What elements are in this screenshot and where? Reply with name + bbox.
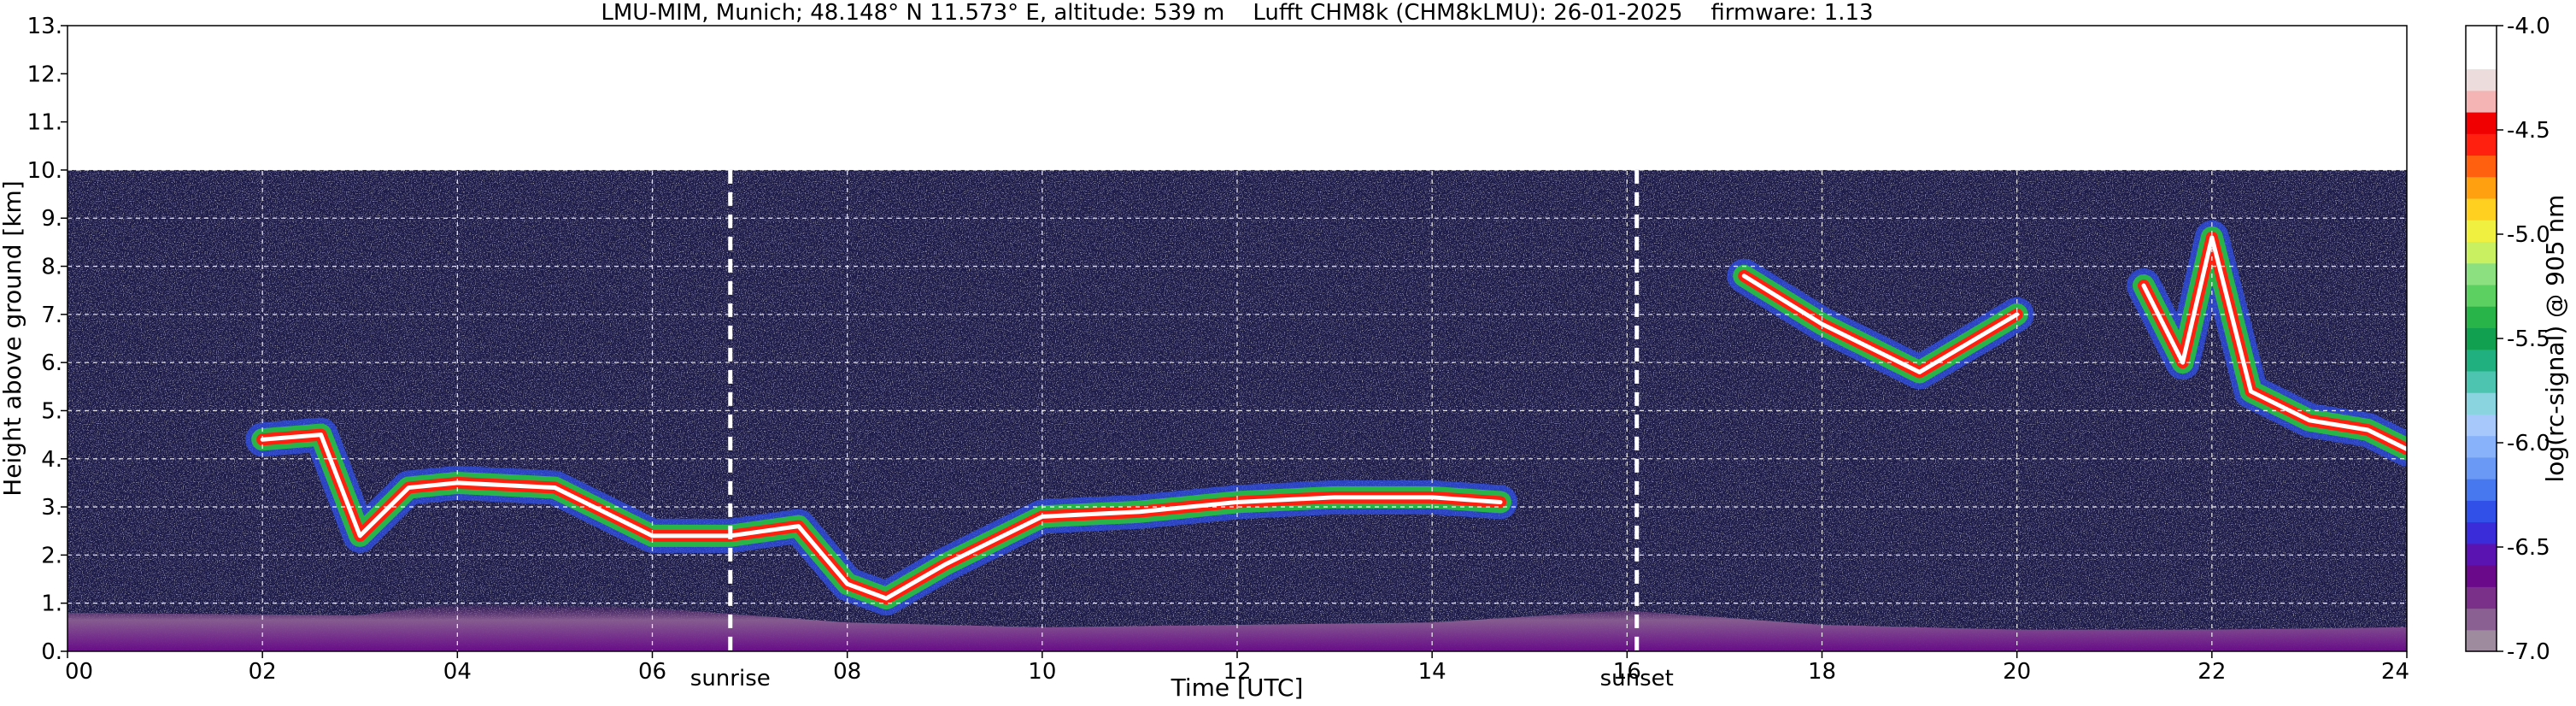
- x-tick-label: 02: [249, 659, 277, 685]
- chart-title: LMU-MIM, Munich; 48.148° N 11.573° E, al…: [601, 0, 1873, 26]
- colorbar-segment: [2466, 133, 2497, 156]
- colorbar-segment: [2466, 262, 2497, 285]
- x-axis-label: Time [UTC]: [1171, 674, 1304, 702]
- x-tick-label: 04: [443, 659, 472, 685]
- colorbar-segment: [2466, 284, 2497, 307]
- colorbar-segment: [2466, 197, 2497, 221]
- y-tick-label: 5.: [41, 398, 62, 424]
- annotation-labels: sunrise sunset: [690, 666, 1674, 691]
- y-tick-label: 2.: [41, 543, 62, 568]
- x-tick-label: 16: [1613, 659, 1641, 685]
- y-tick-label: 11.: [27, 110, 62, 136]
- colorbar-segment: [2466, 176, 2497, 199]
- colorbar-segment: [2466, 349, 2497, 372]
- colorbar-segment: [2466, 220, 2497, 243]
- colorbar-label: log(rc-signal) @ 905 nm: [2541, 195, 2569, 483]
- colorbar-tick-label: -6.0: [2507, 431, 2550, 456]
- colorbar-segment: [2466, 306, 2497, 328]
- y-tick-label: 8.: [41, 255, 62, 280]
- colorbar-segment: [2466, 90, 2497, 113]
- y-axis-ticks: 0. 1. 2. 3. 4. 5. 6. 7. 8. 9. 10. 11. 12. 13.: [27, 14, 67, 665]
- colorbar-segment: [2466, 370, 2497, 393]
- colorbar-tick-label: -4.5: [2507, 118, 2550, 144]
- annotation-label-sunset: sunset: [1600, 666, 1674, 691]
- y-tick-label: 9.: [41, 206, 62, 232]
- x-tick-label: 24: [2381, 659, 2409, 685]
- y-tick-label: 6.: [41, 350, 62, 376]
- x-tick-label: 08: [833, 659, 861, 685]
- feature-cirrus-late-peak: [2141, 235, 2407, 452]
- colorbar-segment: [2466, 435, 2497, 458]
- annotation-lines: [728, 169, 1640, 651]
- colorbar-segment: [2466, 155, 2497, 178]
- x-axis-ticks: 00 02 04 06 08 10 12 14 16 18 20 22 24: [65, 651, 2409, 685]
- annotation-label-sunrise: sunrise: [690, 666, 771, 691]
- y-tick-label: 0.: [41, 639, 62, 665]
- colorbar-segment: [2466, 392, 2497, 415]
- y-tick-label: 1.: [41, 591, 62, 617]
- y-tick-label: 7.: [41, 303, 62, 328]
- x-tick-label: 10: [1028, 659, 1056, 685]
- y-tick-label: 13.: [27, 14, 62, 39]
- colorbar-segment: [2466, 456, 2497, 479]
- x-tick-label: 12: [1223, 659, 1251, 685]
- colorbar-segment: [2466, 414, 2497, 437]
- y-tick-label: 12.: [27, 62, 62, 87]
- x-tick-label: 20: [2003, 659, 2031, 685]
- colorbar-segment: [2466, 565, 2497, 587]
- colorbar-segment: [2466, 47, 2497, 70]
- x-tick-label: 06: [638, 659, 666, 685]
- colorbar-segment: [2466, 26, 2497, 48]
- x-tick-label: 14: [1418, 659, 1446, 685]
- x-tick-label: 22: [2198, 659, 2226, 685]
- gridlines: [67, 26, 2407, 651]
- x-tick-label: 00: [65, 659, 93, 685]
- colorbar-ticks: -7.0 -6.5 -6.0 -5.5 -5.0 -4.5 -4.0: [2497, 14, 2550, 665]
- x-tick-label: 18: [1808, 659, 1836, 685]
- y-tick-label: 4.: [41, 447, 62, 473]
- colorbar-segment: [2466, 629, 2497, 652]
- colorbar-segment: [2466, 479, 2497, 501]
- colorbar-segment: [2466, 327, 2497, 350]
- colorbar-tick-label: -5.0: [2507, 222, 2550, 248]
- colorbar-tick-label: -7.0: [2507, 639, 2550, 665]
- y-axis-label: Height above ground [km]: [0, 180, 26, 497]
- colorbar-segment: [2466, 241, 2497, 264]
- y-tick-label: 3.: [41, 495, 62, 521]
- colorbar-segment: [2466, 543, 2497, 566]
- colorbar-tick-label: -4.0: [2507, 14, 2550, 39]
- colorbar-segment: [2466, 111, 2497, 134]
- y-tick-label: 10.: [27, 158, 62, 184]
- colorbar-segment: [2466, 500, 2497, 523]
- colorbar-segment: [2466, 521, 2497, 544]
- colorbar-tick-label: -6.5: [2507, 535, 2550, 561]
- colorbar-segment: [2466, 68, 2497, 91]
- colorbar: [2465, 25, 2497, 652]
- colorbar-segment: [2466, 586, 2497, 609]
- colorbar-segment: [2466, 608, 2497, 631]
- colorbar-tick-label: -5.5: [2507, 327, 2550, 352]
- plot-area: [67, 26, 2407, 651]
